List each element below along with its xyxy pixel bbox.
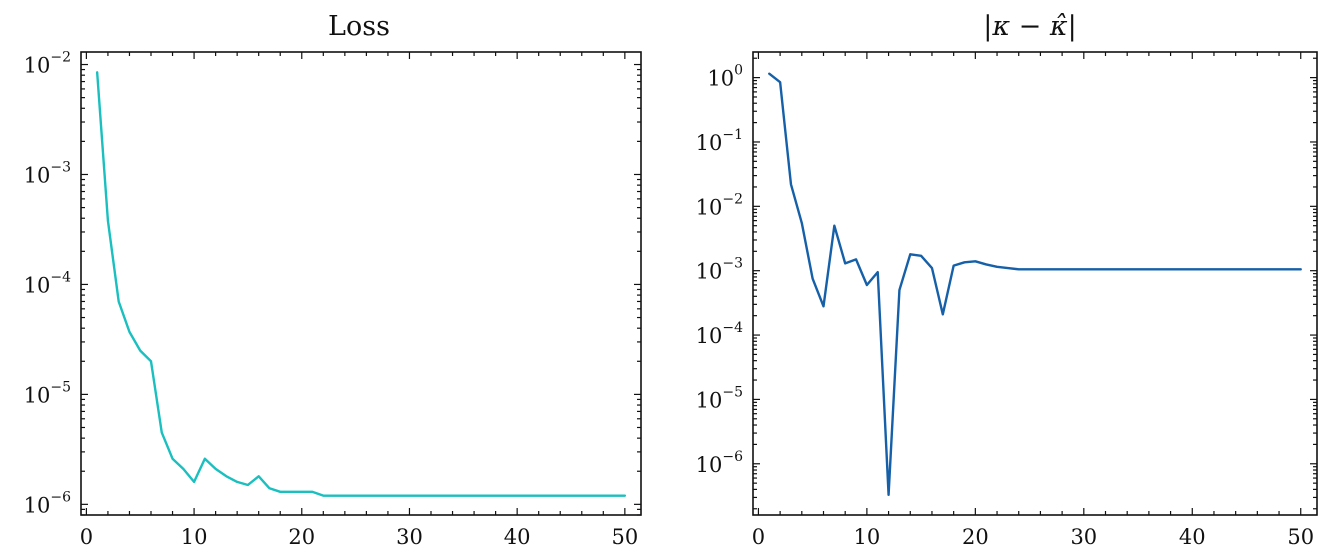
chart-title: Loss <box>328 11 390 42</box>
x-tick-label: 0 <box>80 525 93 549</box>
x-tick-label: 10 <box>854 525 881 549</box>
x-tick-label: 40 <box>504 525 531 549</box>
y-tick-label: 10−2 <box>696 191 743 219</box>
axis-ticks <box>81 52 641 516</box>
axis-ticks <box>753 52 1317 515</box>
y-tick-label: 10−3 <box>24 159 71 187</box>
chart-title: |κ − κ̂| <box>983 11 1076 42</box>
loss-series-line <box>95 71 627 497</box>
x-tick-label: 20 <box>962 525 989 549</box>
x-tick-label: 10 <box>181 525 208 549</box>
y-tick-label: 10−2 <box>24 50 71 78</box>
y-tick-label: 10−6 <box>696 449 743 477</box>
kappa-error-chart: |κ − κ̂| 0 10 20 30 40 50 10−6 10−5 10−4 10−3 10−2… <box>696 11 1318 549</box>
kappa-error-series-line <box>768 72 1302 496</box>
y-tick-label: 10−1 <box>696 127 743 155</box>
y-tick-label: 10−4 <box>696 320 743 348</box>
x-tick-label: 40 <box>1179 525 1206 549</box>
x-tick-label: 50 <box>1287 525 1314 549</box>
loss-chart: Loss 0 10 20 30 40 50 10−6 10−5 10−4 10−3 10−2 <box>24 11 642 549</box>
x-tick-label: 20 <box>288 525 315 549</box>
x-tick-label: 30 <box>1070 525 1097 549</box>
y-tick-label: 100 <box>707 63 743 91</box>
y-tick-label: 10−3 <box>696 256 743 284</box>
axis-tick-labels: 0 10 20 30 40 50 10−6 10−5 10−4 10−3 10−2 10−1 100 <box>696 63 1314 549</box>
y-tick-label: 10−5 <box>696 384 743 412</box>
y-tick-label: 10−4 <box>24 269 71 297</box>
x-tick-label: 30 <box>396 525 423 549</box>
plot-frame <box>80 51 642 516</box>
y-tick-label: 10−5 <box>24 379 71 407</box>
x-tick-label: 0 <box>752 525 765 549</box>
axis-tick-labels: 0 10 20 30 40 50 10−6 10−5 10−4 10−3 10−2 <box>24 50 639 549</box>
plot-frame <box>752 51 1318 516</box>
y-tick-label: 10−6 <box>24 489 71 517</box>
x-tick-label: 50 <box>611 525 638 549</box>
